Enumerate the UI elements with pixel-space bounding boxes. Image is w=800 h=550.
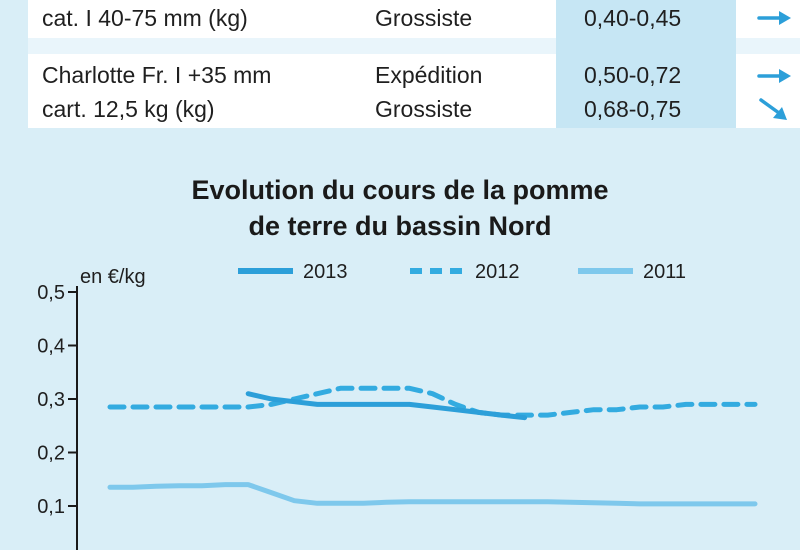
y-axis-label: en €/kg — [80, 266, 146, 288]
arrow-right-icon — [757, 11, 791, 25]
series-line-2011 — [107, 482, 758, 507]
legend-label-2011: 2011 — [643, 261, 686, 283]
product-label: cart. 12,5 kg (kg) — [42, 96, 215, 122]
chart-title-line: Evolution du cours de la pomme — [191, 175, 609, 205]
y-tick-label: 0,2 — [37, 443, 65, 465]
arrow-right-icon — [757, 69, 791, 83]
y-tick-label: 0,3 — [37, 389, 65, 411]
chart-title-line: de terre du bassin Nord — [248, 211, 552, 241]
series-line-2013 — [245, 391, 528, 421]
product-label: cat. I 40-75 mm (kg) — [42, 5, 248, 31]
price-column-background — [556, 0, 736, 128]
series-line-2012 — [107, 385, 758, 418]
price-table: cat. I 40-75 mm (kg) Grossiste 0,40-0,45… — [0, 0, 800, 135]
market-stage: Grossiste — [375, 96, 473, 122]
legend-label-2013: 2013 — [303, 261, 348, 283]
legend-label-2012: 2012 — [475, 261, 520, 283]
y-tick-label: 0,1 — [37, 496, 65, 518]
market-stage: Expédition — [375, 62, 483, 88]
arrow-down-right-icon — [759, 98, 787, 120]
y-tick-label: 0,5 — [37, 282, 65, 304]
price-range: 0,68-0,75 — [584, 96, 682, 122]
price-range: 0,50-0,72 — [584, 62, 682, 88]
y-tick-label: 0,4 — [37, 336, 65, 358]
chart-title: Evolution du cours de la pomme de terre … — [0, 172, 800, 244]
price-range: 0,40-0,45 — [584, 5, 682, 31]
line-chart: 0,5 0,4 0,3 0,2 0,1 en €/kg 2013 2012 2011 — [37, 261, 758, 550]
product-label: Charlotte Fr. I +35 mm — [42, 62, 272, 88]
market-stage: Grossiste — [375, 5, 473, 31]
